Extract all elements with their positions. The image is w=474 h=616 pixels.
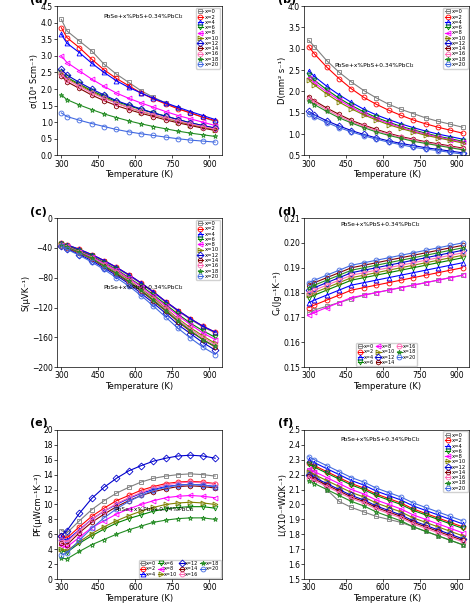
X-axis label: Temperature (K): Temperature (K) [353,594,421,602]
Text: PbSe+x%PbS+0.34%PbCl₂: PbSe+x%PbS+0.34%PbCl₂ [103,14,182,18]
Y-axis label: D(mm² s⁻¹): D(mm² s⁻¹) [278,57,287,104]
Legend: x=0, x=2, x=4, x=6, x=8, x=10, x=12, x=14, x=16, x=18, x=20: x=0, x=2, x=4, x=6, x=8, x=10, x=12, x=1… [443,8,468,68]
Text: (c): (c) [30,206,47,216]
Legend: x=0, x=2, x=4, x=6, x=8, x=10, x=12, x=14, x=16, x=18, x=20: x=0, x=2, x=4, x=6, x=8, x=10, x=12, x=1… [139,560,221,578]
Text: PbSe+x%PbS+0.34%PbCl₂: PbSe+x%PbS+0.34%PbCl₂ [341,222,420,227]
Y-axis label: S(μVK⁻¹): S(μVK⁻¹) [21,275,30,310]
Y-axis label: L(X10⁻⁸WΩK⁻¹): L(X10⁻⁸WΩK⁻¹) [278,473,287,536]
Text: PbSe+x%PbS+0.34%PbCl₂: PbSe+x%PbS+0.34%PbCl₂ [334,63,413,68]
Text: (f): (f) [278,418,293,428]
X-axis label: Temperature (K): Temperature (K) [105,170,173,179]
Y-axis label: σ(10³ Scm⁻¹): σ(10³ Scm⁻¹) [30,54,39,108]
Text: (e): (e) [30,418,48,428]
Text: (a): (a) [30,0,48,5]
Y-axis label: Cₚ(Jg⁻¹K⁻¹): Cₚ(Jg⁻¹K⁻¹) [273,270,282,315]
Y-axis label: PF(μWcm⁻¹K⁻²): PF(μWcm⁻¹K⁻²) [33,472,42,537]
X-axis label: Temperature (K): Temperature (K) [105,594,173,602]
Text: (d): (d) [278,206,296,216]
Legend: x=0, x=2, x=4, x=6, x=8, x=10, x=12, x=14, x=16, x=18, x=20: x=0, x=2, x=4, x=6, x=8, x=10, x=12, x=1… [196,8,220,68]
Legend: x=0, x=2, x=4, x=6, x=8, x=10, x=12, x=14, x=16, x=18, x=20: x=0, x=2, x=4, x=6, x=8, x=10, x=12, x=1… [356,342,417,367]
X-axis label: Temperature (K): Temperature (K) [353,170,421,179]
X-axis label: Temperature (K): Temperature (K) [353,382,421,391]
Legend: x=0, x=2, x=4, x=6, x=8, x=10, x=12, x=14, x=16, x=18, x=20: x=0, x=2, x=4, x=6, x=8, x=10, x=12, x=1… [443,431,468,492]
Legend: x=0, x=2, x=4, x=6, x=8, x=10, x=12, x=14, x=16, x=18, x=20: x=0, x=2, x=4, x=6, x=8, x=10, x=12, x=1… [196,219,220,280]
Text: (b): (b) [278,0,296,5]
X-axis label: Temperature (K): Temperature (K) [105,382,173,391]
Text: PbSe+x%PbS+0.34%PbCl₂: PbSe+x%PbS+0.34%PbCl₂ [103,285,182,290]
Text: PbSe+x%PbS+0.34%PbCl₂: PbSe+x%PbS+0.34%PbCl₂ [341,437,420,442]
Text: PbSe+x%PbS+0.34%PbCl₂: PbSe+x%PbS+0.34%PbCl₂ [115,508,194,513]
